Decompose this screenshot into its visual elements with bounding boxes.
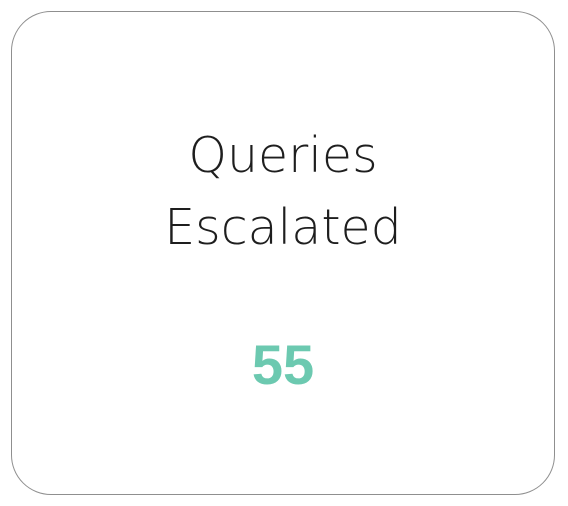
kpi-title-line-2: Escalated [164, 199, 402, 256]
kpi-title: Queries Escalated [12, 120, 554, 264]
kpi-title-line-1: Queries [188, 127, 378, 184]
kpi-card: Queries Escalated 55 [11, 11, 555, 495]
kpi-value: 55 [251, 333, 315, 396]
